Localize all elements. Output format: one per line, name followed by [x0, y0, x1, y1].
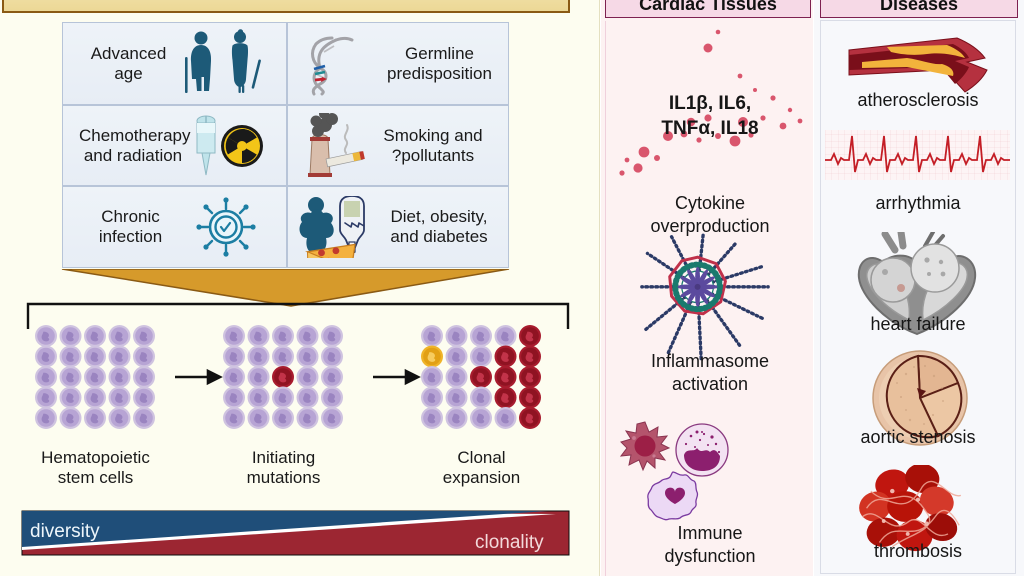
- svg-text:diversity: diversity: [30, 521, 100, 542]
- svg-text:clonality: clonality: [475, 532, 544, 553]
